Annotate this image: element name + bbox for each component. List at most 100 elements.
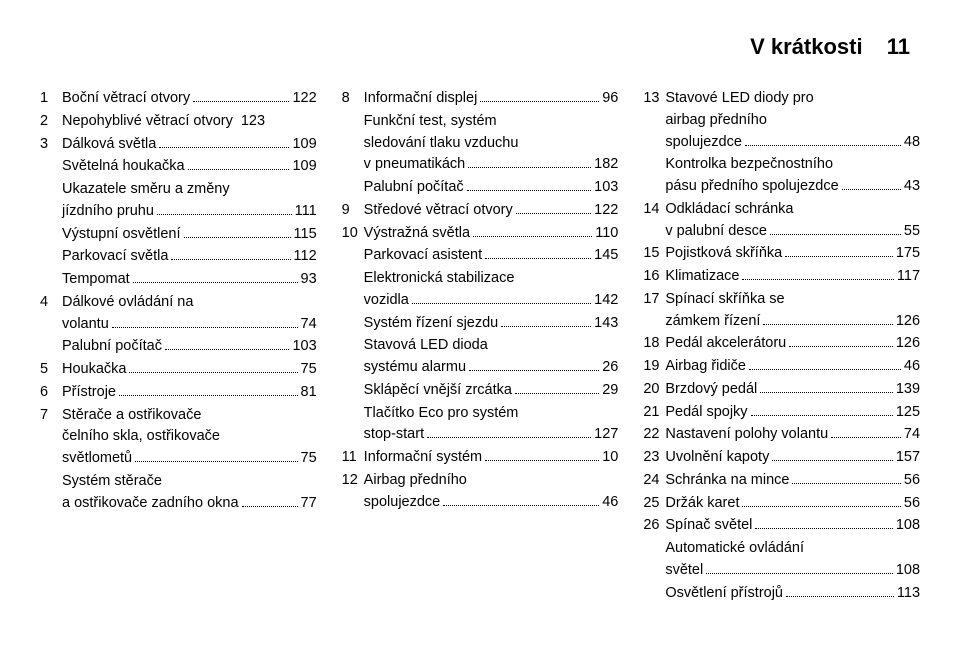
entry-page: 109 (292, 156, 316, 178)
entry-last-line: Palubní počítač103 (62, 336, 317, 358)
entry-last-line: Sklápěcí vnější zrcátka29 (364, 380, 619, 402)
leader-dots (755, 519, 892, 529)
entry-label: Airbag řidiče46 (665, 356, 920, 378)
page-header: V krátkosti 11 (40, 30, 920, 63)
entry-label: Výstupní osvětlení115 (62, 224, 317, 246)
entry-number: 25 (643, 493, 665, 515)
toc-entry: 15Pojistková skříňka175 (643, 243, 920, 265)
entry-text: Palubní počítač (62, 336, 162, 358)
toc-entry: 4Dálkové ovládání navolantu74 (40, 292, 317, 336)
entry-label: Automatické ovládánísvětel108 (665, 538, 920, 582)
entry-last-line: Houkačka75 (62, 359, 317, 381)
entry-number: 23 (643, 447, 665, 469)
toc-entry: Systém řízení sjezdu143 (342, 313, 619, 335)
leader-dots (789, 337, 893, 347)
leader-dots (706, 564, 893, 574)
toc-entry: Palubní počítač103 (342, 177, 619, 199)
entry-text-line: Automatické ovládání (665, 538, 920, 560)
entry-label: Elektronická stabilizacevozidla142 (364, 268, 619, 312)
leader-dots (242, 496, 298, 506)
leader-dots (473, 226, 592, 236)
toc-entry: 3Dálková světla109 (40, 134, 317, 156)
entry-last-line: Schránka na mince56 (665, 470, 920, 492)
toc-entry: 17Spínací skříňka sezámkem řízení126 (643, 289, 920, 333)
entry-text: Výstupní osvětlení (62, 224, 181, 246)
toc-entry: 7Stěrače a ostřikovačečelního skla, ostř… (40, 405, 317, 470)
entry-page: 43 (904, 176, 920, 198)
entry-label: Odkládací schránkav palubní desce55 (665, 199, 920, 243)
entry-text-line: Stavové LED diody pro (665, 88, 920, 110)
entry-last-line: volantu74 (62, 314, 317, 336)
entry-page: 55 (904, 221, 920, 243)
leader-dots (842, 180, 901, 190)
entry-number: 12 (342, 470, 364, 492)
entry-page: 46 (904, 356, 920, 378)
entry-number: 15 (643, 243, 665, 265)
entry-page: 122 (594, 200, 618, 222)
entry-text: Dálková světla (62, 134, 156, 156)
entry-last-line: pásu předního spolujezdce43 (665, 176, 920, 198)
entry-label: Nepohyblivé větrací otvory123 (62, 111, 317, 133)
entry-text: systému alarmu (364, 357, 466, 379)
entry-label: Tlačítko Eco pro systémstop-start127 (364, 403, 619, 447)
toc-entry: Systém stěračea ostřikovače zadního okna… (40, 471, 317, 515)
entry-text-line: Spínací skříňka se (665, 289, 920, 311)
toc-entry: 16Klimatizace117 (643, 266, 920, 288)
toc-entry: Sklápěcí vnější zrcátka29 (342, 380, 619, 402)
entry-last-line: Uvolnění kapoty157 (665, 447, 920, 469)
entry-last-line: v pneumatikách182 (364, 154, 619, 176)
entry-label: Funkční test, systémsledování tlaku vzdu… (364, 111, 619, 176)
leader-dots (469, 361, 599, 371)
toc-entry: 20Brzdový pedál139 (643, 379, 920, 401)
leader-dots (193, 92, 289, 102)
toc-entry: Osvětlení přístrojů113 (643, 583, 920, 605)
entry-label: Airbag předníhospolujezdce46 (364, 470, 619, 514)
entry-last-line: Informační systém 10 (364, 447, 619, 469)
entry-page: 56 (904, 470, 920, 492)
entry-last-line: Pojistková skříňka175 (665, 243, 920, 265)
entry-page: 74 (301, 314, 317, 336)
entry-text: Spínač světel (665, 515, 752, 537)
entry-last-line: Držák karet56 (665, 493, 920, 515)
entry-label: Systém řízení sjezdu143 (364, 313, 619, 335)
entry-text: spolujezdce (364, 492, 441, 514)
entry-last-line: jízdního pruhu111 (62, 201, 317, 223)
toc-entry: Světelná houkačka109 (40, 156, 317, 178)
leader-dots (745, 135, 901, 145)
toc-entry: 5Houkačka75 (40, 359, 317, 381)
entry-page: 103 (594, 177, 618, 199)
entry-text-line: Elektronická stabilizace (364, 268, 619, 290)
entry-page: 110 (595, 223, 618, 245)
entry-page: 75 (301, 448, 317, 470)
entry-page: 56 (904, 493, 920, 515)
toc-entry: Funkční test, systémsledování tlaku vzdu… (342, 111, 619, 176)
toc-entry: Kontrolka bezpečnostníhopásu předního sp… (643, 154, 920, 198)
entry-label: Pedál akcelerátoru126 (665, 333, 920, 355)
entry-last-line: Brzdový pedál139 (665, 379, 920, 401)
entry-text: vozidla (364, 290, 409, 312)
entry-page: 48 (904, 132, 920, 154)
entry-number: 26 (643, 515, 665, 537)
entry-page: 108 (896, 560, 920, 582)
entry-text: Výstražná světla (364, 223, 470, 245)
entry-number: 13 (643, 88, 665, 110)
toc-entry: Tlačítko Eco pro systémstop-start127 (342, 403, 619, 447)
entry-number: 6 (40, 382, 62, 404)
entry-label: Stavová LED diodasystému alarmu26 (364, 335, 619, 379)
entry-number: 22 (643, 424, 665, 446)
entry-label: Sklápěcí vnější zrcátka29 (364, 380, 619, 402)
entry-text: zámkem řízení (665, 311, 760, 333)
leader-dots (485, 249, 591, 259)
entry-text: Klimatizace (665, 266, 739, 288)
leader-dots (188, 160, 290, 170)
header-title: V krátkosti (750, 34, 863, 59)
entry-number: 24 (643, 470, 665, 492)
entry-text: Informační systém (364, 447, 482, 469)
entry-text-line: Odkládací schránka (665, 199, 920, 221)
leader-dots (135, 452, 297, 462)
toc-entry: 22Nastavení polohy volantu74 (643, 424, 920, 446)
entry-text: Informační displej (364, 88, 478, 110)
entry-label: Informační systém 10 (364, 447, 619, 469)
leader-dots (515, 384, 599, 394)
entry-page: 10 (602, 447, 618, 469)
